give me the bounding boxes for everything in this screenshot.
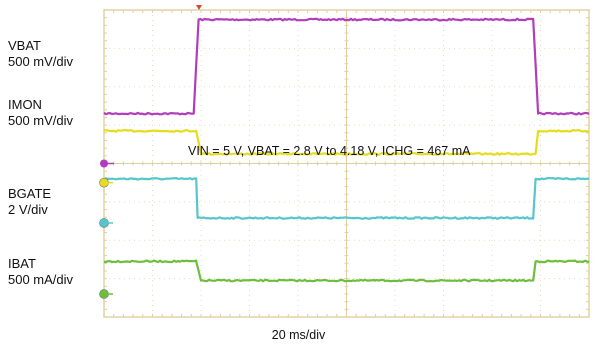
channel-name-imon: IMON	[8, 97, 42, 112]
channel-name-ibat: IBAT	[8, 256, 36, 271]
time-scale-label: 20 ms/div	[271, 328, 326, 342]
ground-marker-imon	[99, 177, 109, 188]
channel-scale-vbat: 500 mV/div	[8, 54, 74, 69]
channel-name-vbat: VBAT	[8, 38, 41, 53]
test-conditions-annotation: VIN = 5 V, VBAT = 2.8 V to 4.18 V, ICHG …	[188, 144, 471, 158]
trigger-marker	[196, 5, 202, 10]
channel-scale-bgate: 2 V/div	[8, 202, 48, 217]
channel-scale-ibat: 500 mA/div	[8, 272, 74, 287]
trace-vbat	[103, 17, 590, 116]
trace-ibat	[103, 259, 590, 283]
trace-bgate	[103, 177, 590, 220]
channel-scale-imon: 500 mV/div	[8, 113, 74, 128]
channel-name-bgate: BGATE	[8, 186, 52, 201]
ground-marker-ibat	[99, 289, 109, 299]
ground-marker-vbat	[100, 159, 108, 168]
trace-imon	[103, 129, 590, 156]
ground-marker-bgate	[99, 218, 109, 228]
